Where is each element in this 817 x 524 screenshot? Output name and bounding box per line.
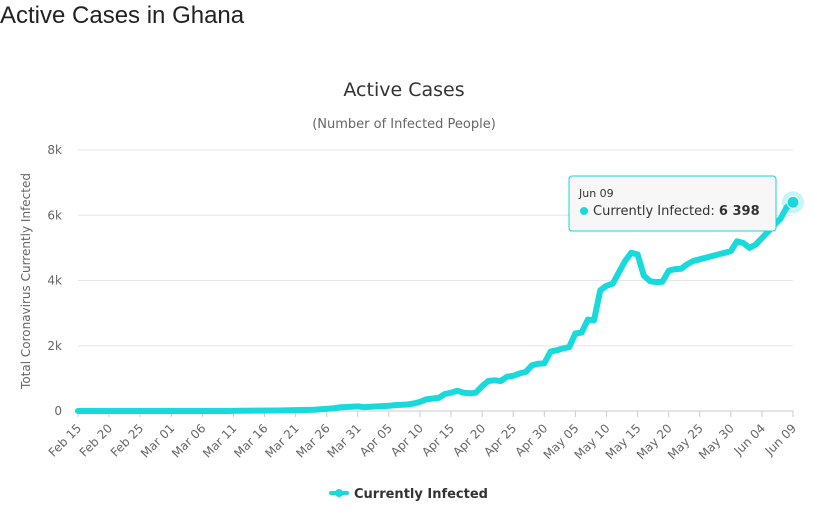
y-tick-label: 8k xyxy=(47,143,62,157)
x-tick-label: Mar 31 xyxy=(324,421,363,460)
x-tick-label: Jun 04 xyxy=(731,421,768,458)
y-tick-label: 4k xyxy=(47,274,62,288)
hover-point[interactable] xyxy=(786,195,800,209)
x-tick-label: Mar 06 xyxy=(169,421,208,460)
x-tick-label: Apr 05 xyxy=(357,421,395,459)
tooltip-line: Currently Infected: 6 398 xyxy=(593,204,760,219)
tooltip-box xyxy=(568,175,777,232)
x-tick-label: Mar 16 xyxy=(231,421,270,460)
x-tick-label: Apr 10 xyxy=(388,421,426,459)
x-tick-label: May 30 xyxy=(696,421,737,462)
chart-title: Active Cases xyxy=(343,79,464,101)
x-tick-label: Mar 01 xyxy=(138,421,177,460)
tooltip-date: Jun 09 xyxy=(578,187,614,200)
y-tick-label: 0 xyxy=(54,404,62,418)
tooltip-series-marker-icon xyxy=(580,207,588,215)
x-tick-label: Feb 15 xyxy=(46,421,84,459)
legend[interactable]: Currently Infected xyxy=(329,487,488,502)
y-tick-label: 6k xyxy=(47,208,62,222)
tooltip-series-name: Currently Infected xyxy=(593,204,710,219)
x-tick-label: Apr 20 xyxy=(450,421,488,459)
x-tick-label: Mar 26 xyxy=(293,421,332,460)
x-tick-label: Jun 09 xyxy=(762,421,799,458)
y-tick-label: 2k xyxy=(47,339,62,353)
chart-subtitle: (Number of Infected People) xyxy=(312,117,496,132)
series-line xyxy=(75,199,796,414)
y-axis-ticks: 0 2k 4k 6k 8k xyxy=(47,143,62,418)
page-heading: Active Cases in Ghana xyxy=(0,2,245,29)
x-tick-label: Feb 20 xyxy=(77,421,115,459)
tooltip-value: 6 398 xyxy=(719,204,760,219)
series-layer xyxy=(75,191,804,414)
tooltip: Jun 09 Currently Infected: 6 398 xyxy=(568,175,777,232)
x-tick-label: Apr 25 xyxy=(481,421,519,459)
legend-label[interactable]: Currently Infected xyxy=(354,487,488,502)
y-axis-label: Total Coronavirus Currently Infected xyxy=(19,173,33,390)
x-tick-label: Mar 11 xyxy=(200,421,239,460)
x-tick-label: Apr 15 xyxy=(419,421,457,459)
x-tick-label: Mar 21 xyxy=(262,421,301,460)
legend-marker-icon xyxy=(335,489,343,497)
